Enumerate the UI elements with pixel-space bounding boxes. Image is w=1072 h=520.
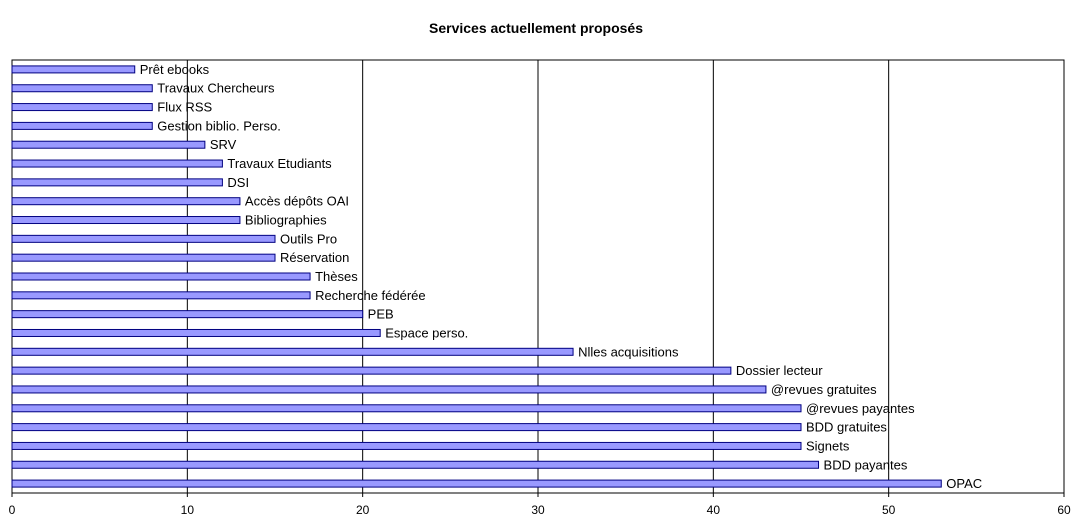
x-tick-label: 50 bbox=[882, 503, 896, 517]
bar bbox=[11, 178, 223, 187]
bar-label: Thèses bbox=[315, 269, 358, 284]
bar bbox=[11, 291, 311, 300]
bar bbox=[11, 159, 223, 168]
bar bbox=[11, 328, 381, 337]
bar bbox=[11, 366, 732, 375]
bar bbox=[11, 272, 311, 281]
bar bbox=[11, 460, 820, 469]
bar-label: @revues payantes bbox=[806, 401, 915, 416]
bars bbox=[11, 65, 942, 488]
bar bbox=[11, 441, 802, 450]
bar bbox=[11, 216, 241, 225]
x-tick-label: 0 bbox=[9, 503, 16, 517]
bar-label: Dossier lecteur bbox=[736, 363, 823, 378]
x-tick-label: 20 bbox=[356, 503, 370, 517]
x-tick-label: 60 bbox=[1057, 503, 1071, 517]
bar-label: Travaux Chercheurs bbox=[157, 81, 275, 96]
bar bbox=[11, 84, 153, 93]
bar-label: Outils Pro bbox=[280, 231, 337, 246]
bar-label: BDD gratuites bbox=[806, 420, 887, 435]
bar bbox=[11, 423, 802, 432]
bar bbox=[11, 140, 206, 149]
x-tick-label: 10 bbox=[181, 503, 195, 517]
bar-label: Gestion biblio. Perso. bbox=[157, 118, 281, 133]
bar-label: Prêt ebooks bbox=[140, 62, 210, 77]
bar bbox=[11, 121, 153, 130]
x-tick-label: 40 bbox=[707, 503, 721, 517]
bar-label: SRV bbox=[210, 137, 237, 152]
bar bbox=[11, 65, 136, 74]
bar bbox=[11, 253, 276, 262]
bar-label: @revues gratuites bbox=[771, 382, 877, 397]
bar-labels: Prêt ebooks Travaux Chercheurs Flux RSS Ges… bbox=[140, 62, 982, 491]
bar-label: Réservation bbox=[280, 250, 349, 265]
bar bbox=[11, 479, 942, 488]
x-tick-label: 30 bbox=[531, 503, 545, 517]
bar-label: Bibliographies bbox=[245, 213, 327, 228]
bar bbox=[11, 385, 767, 394]
bar-label: Nlles acquisitions bbox=[578, 344, 679, 359]
x-axis: 0 10 20 30 40 50 60 bbox=[9, 493, 1071, 517]
bar bbox=[11, 347, 574, 356]
bar-label: Travaux Etudiants bbox=[227, 156, 332, 171]
bar-label: PEB bbox=[368, 307, 394, 322]
chart-title: Services actuellement proposés bbox=[429, 20, 643, 36]
bar-label: Espace perso. bbox=[385, 325, 468, 340]
bar-label: Accès dépôts OAI bbox=[245, 194, 349, 209]
bar-label: Signets bbox=[806, 438, 850, 453]
bar-label: OPAC bbox=[946, 476, 982, 491]
bar bbox=[11, 197, 241, 206]
bar-label: Recherche fédérée bbox=[315, 288, 426, 303]
bar bbox=[11, 234, 276, 243]
bar-label: DSI bbox=[227, 175, 249, 190]
bar bbox=[11, 310, 364, 319]
bar bbox=[11, 103, 153, 112]
bar-label: Flux RSS bbox=[157, 100, 212, 115]
bar-label: BDD payantes bbox=[824, 457, 908, 472]
bar bbox=[11, 404, 802, 413]
